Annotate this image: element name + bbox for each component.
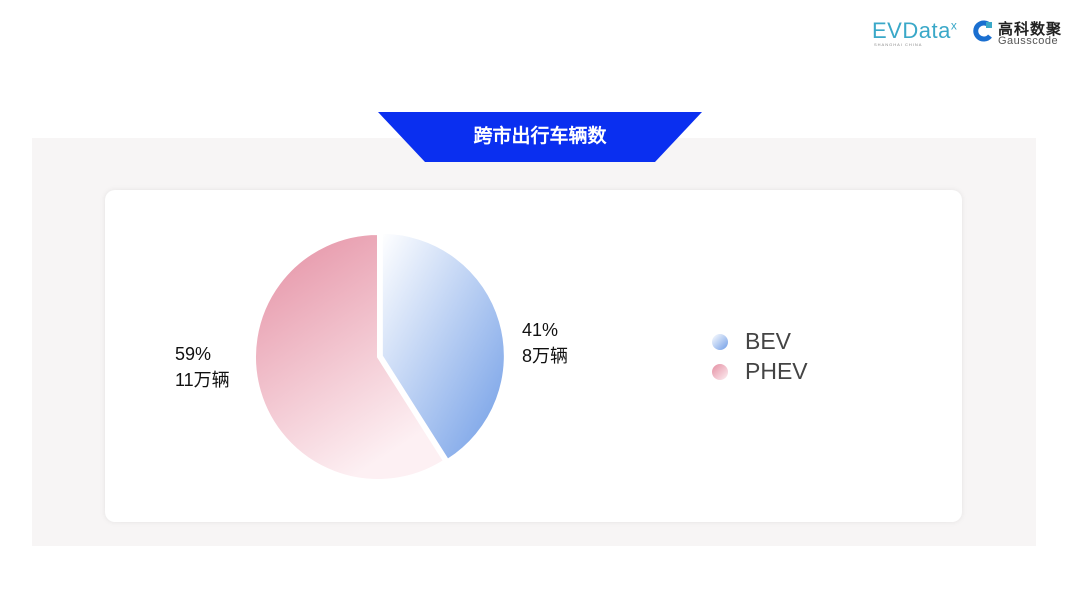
phev-data-label: 59% 11万辆 bbox=[175, 341, 230, 393]
phev-percent: 59% bbox=[175, 344, 212, 364]
phev-value: 11万辆 bbox=[175, 370, 230, 390]
gausscode-logo-cn: 高科数聚 bbox=[998, 21, 1063, 38]
evdata-logo-sub: SHANGHAI CHINA bbox=[874, 42, 923, 47]
title-banner bbox=[378, 112, 702, 162]
pie-slice-bev bbox=[380, 231, 506, 462]
bev-percent: 41% bbox=[522, 320, 559, 340]
chart-title: 跨市出行车辆数 bbox=[473, 126, 607, 147]
evdata-logo-sup: x bbox=[950, 18, 958, 33]
legend-bev-marker bbox=[712, 334, 728, 350]
bev-data-label: 41% 8万辆 bbox=[522, 317, 568, 369]
legend-phev-label: PHEV bbox=[745, 358, 808, 384]
evdata-logo-text: EVData bbox=[872, 18, 951, 43]
bev-value: 8万辆 bbox=[522, 346, 569, 366]
gausscode-logo-icon bbox=[973, 20, 992, 42]
legend-phev-marker bbox=[712, 364, 728, 380]
legend-bev-label: BEV bbox=[745, 328, 792, 354]
pie-slice-phev bbox=[254, 232, 446, 481]
chart-card bbox=[105, 190, 962, 522]
gausscode-logo-en: Gausscode bbox=[998, 35, 1059, 47]
